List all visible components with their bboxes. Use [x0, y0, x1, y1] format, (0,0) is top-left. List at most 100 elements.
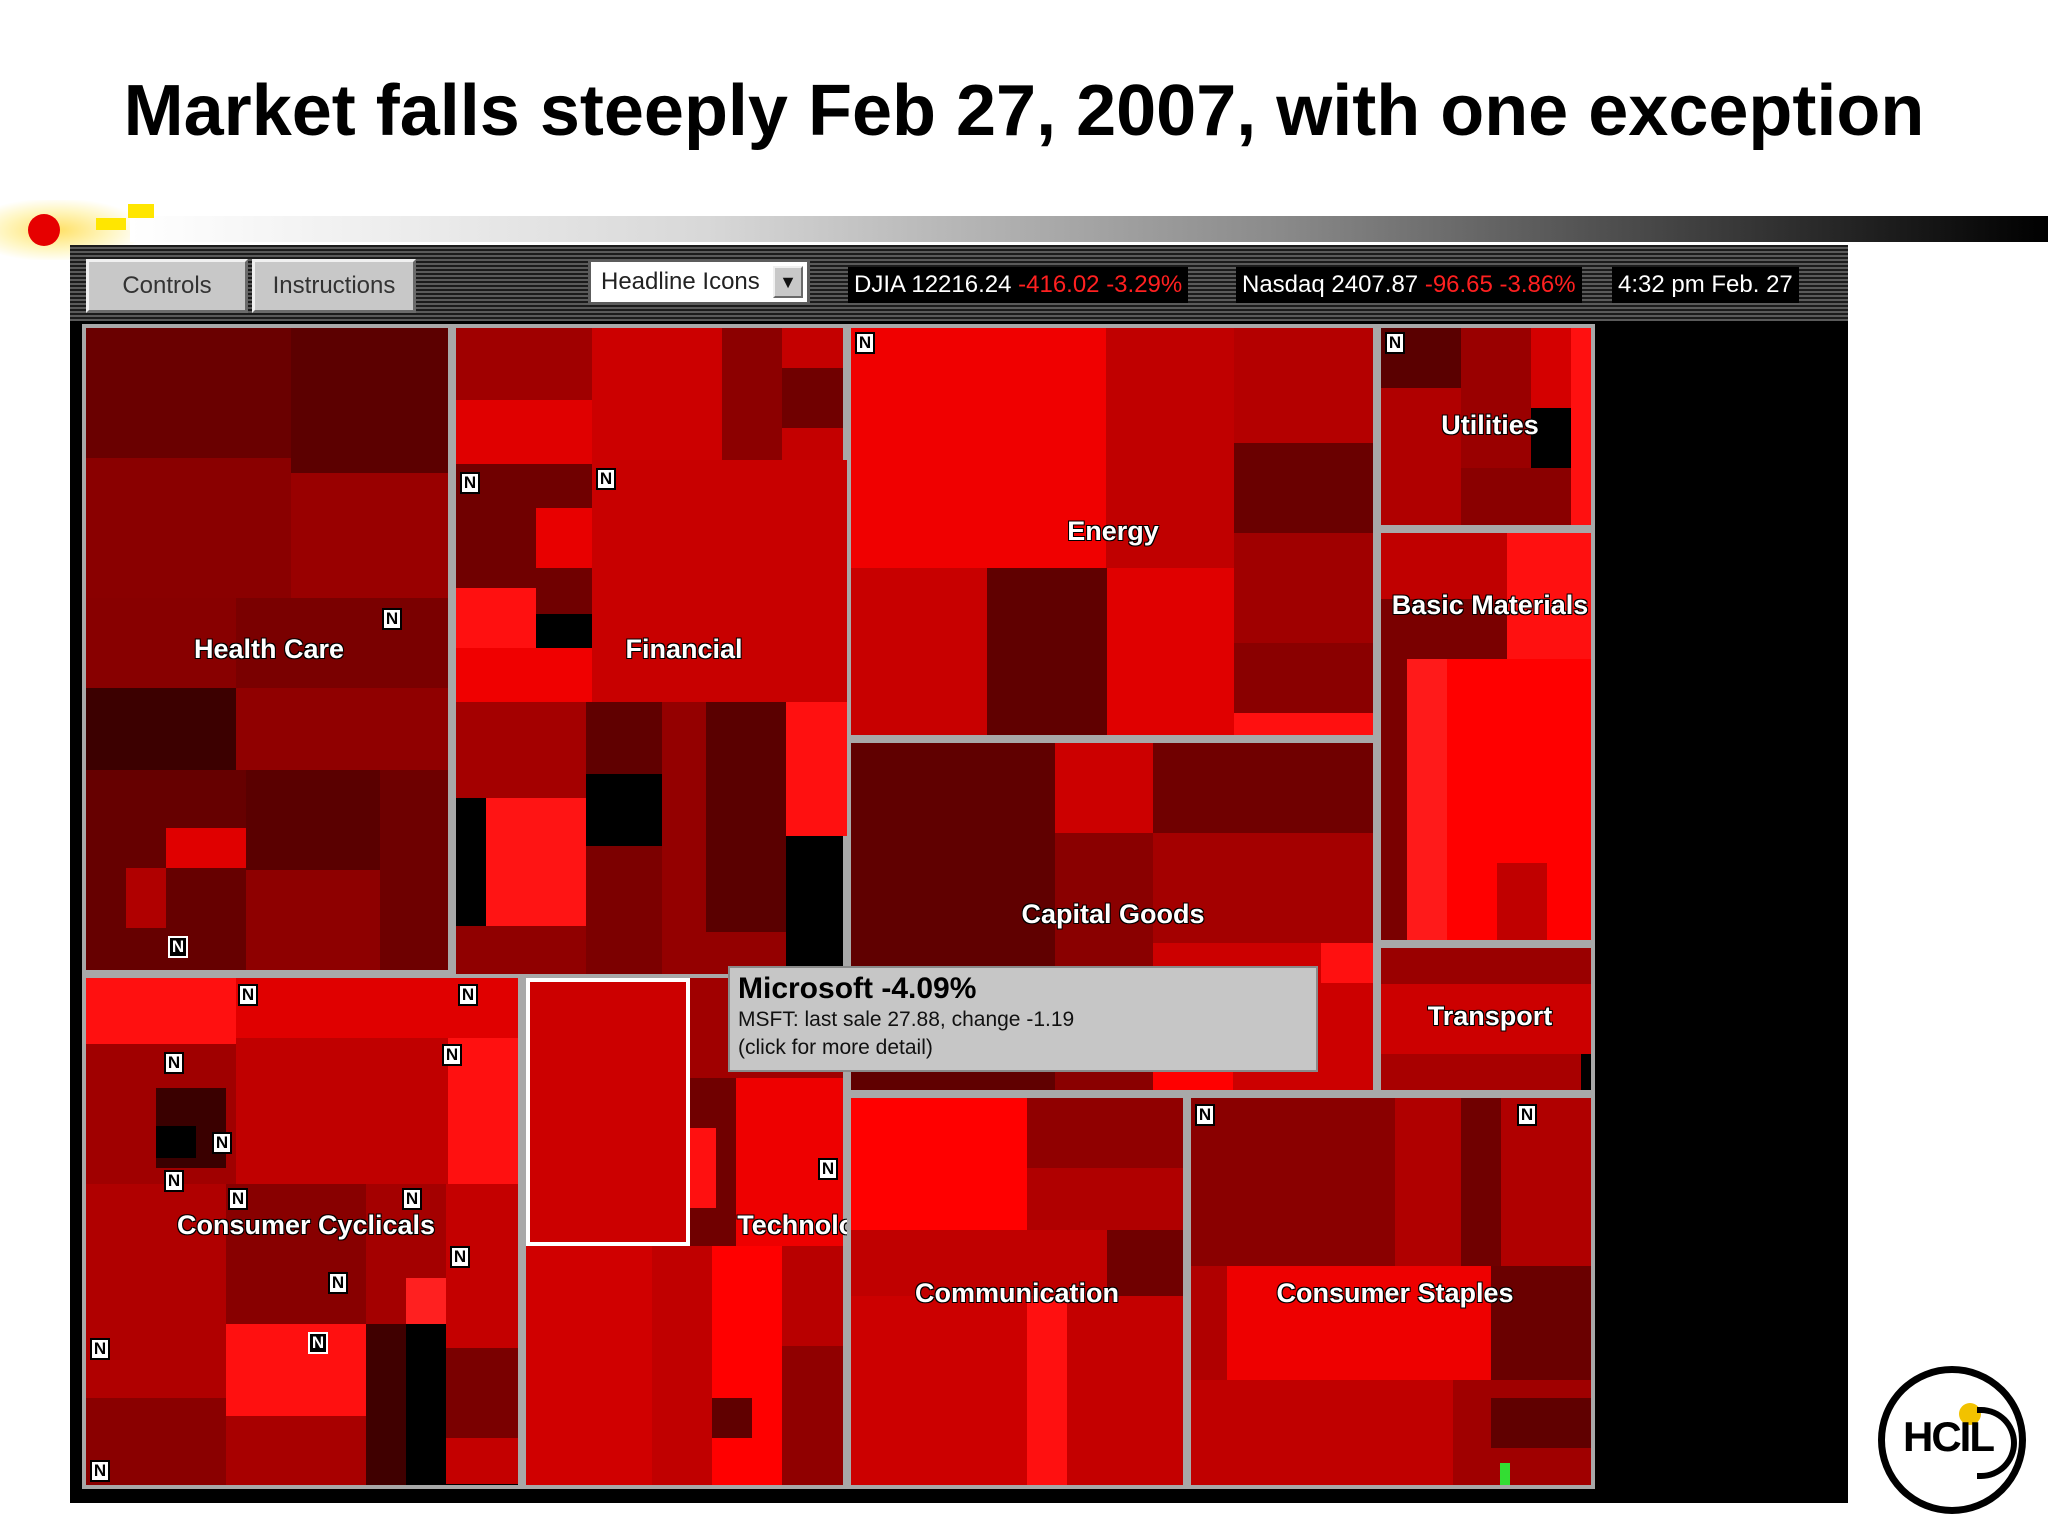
stock-tile[interactable]	[1381, 984, 1591, 1054]
sector-consumer-cyclicals[interactable]: Consumer Cyclicals N N N N N N N N N N N…	[82, 974, 522, 1489]
stock-tile[interactable]	[236, 598, 448, 688]
stock-tile[interactable]	[1234, 328, 1373, 443]
stock-tile[interactable]	[851, 568, 987, 735]
stock-tile[interactable]	[166, 828, 246, 868]
stock-tile[interactable]	[1381, 599, 1507, 659]
sector-utilities[interactable]: Utilities N	[1377, 324, 1595, 529]
stock-tile[interactable]	[1067, 1296, 1183, 1485]
news-icon[interactable]: N	[1517, 1104, 1537, 1126]
stock-tile[interactable]	[686, 1128, 716, 1208]
news-icon[interactable]: N	[818, 1158, 838, 1180]
news-icon[interactable]: N	[90, 1338, 110, 1360]
news-icon[interactable]: N	[458, 984, 478, 1006]
stock-tile[interactable]	[246, 770, 380, 870]
news-icon[interactable]: N	[450, 1246, 470, 1268]
stock-tile[interactable]	[446, 1348, 518, 1438]
stock-tile[interactable]	[652, 1246, 712, 1485]
stock-tile[interactable]	[456, 588, 536, 648]
news-icon[interactable]: N	[164, 1052, 184, 1074]
stock-tile[interactable]	[851, 1296, 1027, 1485]
stock-tile[interactable]	[156, 1126, 196, 1158]
stock-tile[interactable]	[1234, 533, 1373, 643]
stock-tile[interactable]	[456, 926, 586, 978]
news-icon[interactable]: N	[90, 1460, 110, 1482]
gaining-stock-tile[interactable]	[1500, 1463, 1510, 1485]
stock-tile[interactable]	[86, 770, 246, 970]
stock-tile[interactable]	[782, 1346, 843, 1485]
stock-tile[interactable]	[592, 328, 722, 460]
stock-tile[interactable]	[536, 508, 592, 568]
stock-tile[interactable]	[291, 328, 448, 473]
stock-tile[interactable]	[1461, 328, 1531, 468]
chevron-down-icon[interactable]: ▼	[773, 266, 803, 298]
stock-tile[interactable]	[1507, 533, 1591, 659]
stock-tile[interactable]	[126, 868, 166, 928]
news-icon[interactable]: N	[308, 1332, 328, 1354]
stock-tile[interactable]	[1153, 743, 1373, 833]
news-icon[interactable]: N	[382, 608, 402, 630]
stock-tile[interactable]	[236, 688, 448, 770]
stock-tile[interactable]	[456, 702, 586, 798]
stock-tile[interactable]	[1491, 1398, 1591, 1448]
news-icon[interactable]: N	[164, 1170, 184, 1192]
stock-tile[interactable]	[592, 460, 896, 702]
sector-consumer-staples[interactable]: Consumer Staples N N	[1187, 1094, 1595, 1489]
stock-tile[interactable]	[1106, 328, 1234, 568]
sector-financial[interactable]: Financial N N	[452, 324, 896, 978]
stock-tile[interactable]	[1571, 328, 1591, 525]
stock-tile[interactable]	[1153, 833, 1373, 943]
stock-tile[interactable]	[380, 770, 448, 970]
news-icon[interactable]: N	[596, 468, 616, 490]
stock-tile[interactable]	[86, 978, 236, 1044]
stock-tile[interactable]	[86, 328, 291, 458]
stock-tile[interactable]	[1321, 943, 1373, 983]
sector-basic-materials[interactable]: Basic Materials	[1377, 529, 1595, 944]
stock-tile[interactable]	[712, 1398, 752, 1438]
stock-tile[interactable]	[1407, 659, 1447, 940]
stock-tile[interactable]	[1461, 1098, 1501, 1266]
stock-tile[interactable]	[1381, 1054, 1581, 1090]
news-icon[interactable]: N	[238, 984, 258, 1006]
news-icon[interactable]: N	[1195, 1104, 1215, 1126]
stock-tile[interactable]	[851, 328, 1106, 568]
stock-tile[interactable]	[1381, 659, 1407, 940]
stock-tile[interactable]	[706, 702, 786, 932]
stock-tile[interactable]	[1027, 1098, 1183, 1168]
sector-transport[interactable]: Transport	[1377, 944, 1595, 1094]
stock-tile[interactable]	[586, 774, 662, 846]
stock-tile[interactable]	[406, 1278, 446, 1324]
stock-tile[interactable]	[586, 846, 662, 978]
stock-tile[interactable]	[236, 1038, 448, 1184]
stock-tile[interactable]	[1107, 1230, 1183, 1296]
stock-tile[interactable]	[1191, 1266, 1227, 1380]
stock-tile[interactable]	[1191, 1098, 1395, 1266]
news-icon[interactable]: N	[328, 1272, 348, 1294]
stock-tile[interactable]	[1027, 1296, 1067, 1485]
stock-tile[interactable]	[1234, 443, 1373, 533]
stock-tile[interactable]	[86, 458, 291, 598]
stock-tile[interactable]	[722, 328, 782, 460]
microsoft-tile[interactable]	[526, 978, 686, 1246]
stock-tile[interactable]	[86, 598, 236, 688]
news-icon[interactable]: N	[168, 936, 188, 958]
sector-energy[interactable]: Energy N	[847, 324, 1377, 739]
stock-tile[interactable]	[366, 1324, 406, 1485]
stock-tile[interactable]	[456, 328, 592, 400]
stock-tile[interactable]	[486, 798, 586, 926]
sector-communication[interactable]: Communication	[847, 1094, 1187, 1489]
controls-button[interactable]: Controls	[86, 259, 248, 313]
stock-tile[interactable]	[1027, 1168, 1183, 1230]
news-icon[interactable]: N	[855, 332, 875, 354]
news-icon[interactable]: N	[442, 1044, 462, 1066]
stock-tile[interactable]	[1191, 1380, 1453, 1485]
stock-tile[interactable]	[291, 473, 448, 598]
stock-tile[interactable]	[1491, 1266, 1591, 1380]
stock-tile[interactable]	[226, 1416, 366, 1485]
stock-tile[interactable]	[1381, 388, 1461, 525]
stock-tile[interactable]	[226, 1184, 366, 1324]
stock-tile[interactable]	[851, 1098, 1027, 1230]
stock-tile[interactable]	[526, 1246, 652, 1485]
sector-technology[interactable]: Technology N	[522, 974, 887, 1489]
sector-health-care[interactable]: Health Care N N	[82, 324, 452, 974]
stock-tile[interactable]	[782, 1246, 843, 1346]
